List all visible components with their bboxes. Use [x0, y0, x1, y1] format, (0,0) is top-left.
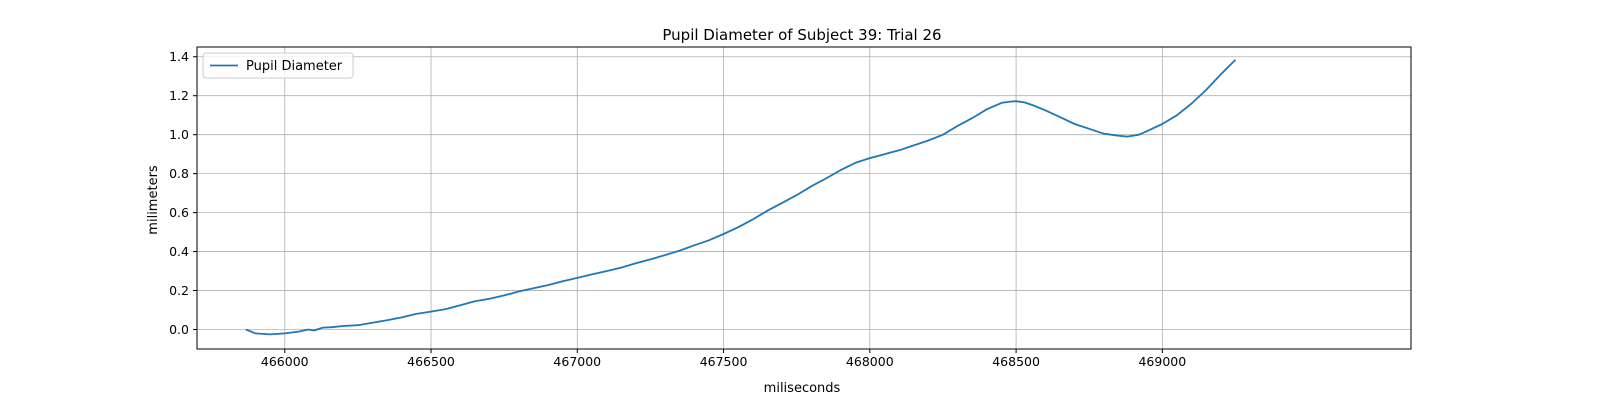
x-tick-label: 467500 [700, 354, 748, 369]
y-tick-label: 1.2 [169, 88, 189, 103]
tick-layer: 466000 466500 467000 467500 468000 468500 4690… [169, 49, 1186, 369]
x-tick-label: 466000 [261, 354, 309, 369]
y-tick-label: 0.4 [169, 244, 189, 259]
grid-layer [197, 47, 1411, 349]
legend-box [202, 52, 354, 79]
legend-label-pupil-diameter: Pupil Diameter [246, 59, 343, 74]
x-tick-label: 469000 [1138, 354, 1186, 369]
x-tick-label: 466500 [407, 354, 455, 369]
y-tick-label: 1.0 [169, 127, 189, 142]
series-layer [245, 59, 1237, 336]
y-tick-label: 0.2 [169, 283, 189, 298]
y-tick-label: 0.8 [169, 166, 189, 181]
y-tick-label: 0.6 [169, 205, 189, 220]
x-tick-label: 468000 [846, 354, 894, 369]
legend: Pupil Diameter [202, 52, 354, 79]
y-axis-label: milimeters [146, 165, 161, 235]
x-axis-label: miliseconds [764, 381, 841, 396]
x-tick-label: 468500 [992, 354, 1040, 369]
chart-title: Pupil Diameter of Subject 39: Trial 26 [662, 26, 941, 44]
series-line-pupil-diameter [245, 59, 1237, 336]
y-tick-label: 0.0 [169, 322, 189, 337]
plot-frame [196, 46, 1412, 350]
x-tick-label: 467000 [553, 354, 601, 369]
y-tick-label: 1.4 [169, 49, 189, 64]
